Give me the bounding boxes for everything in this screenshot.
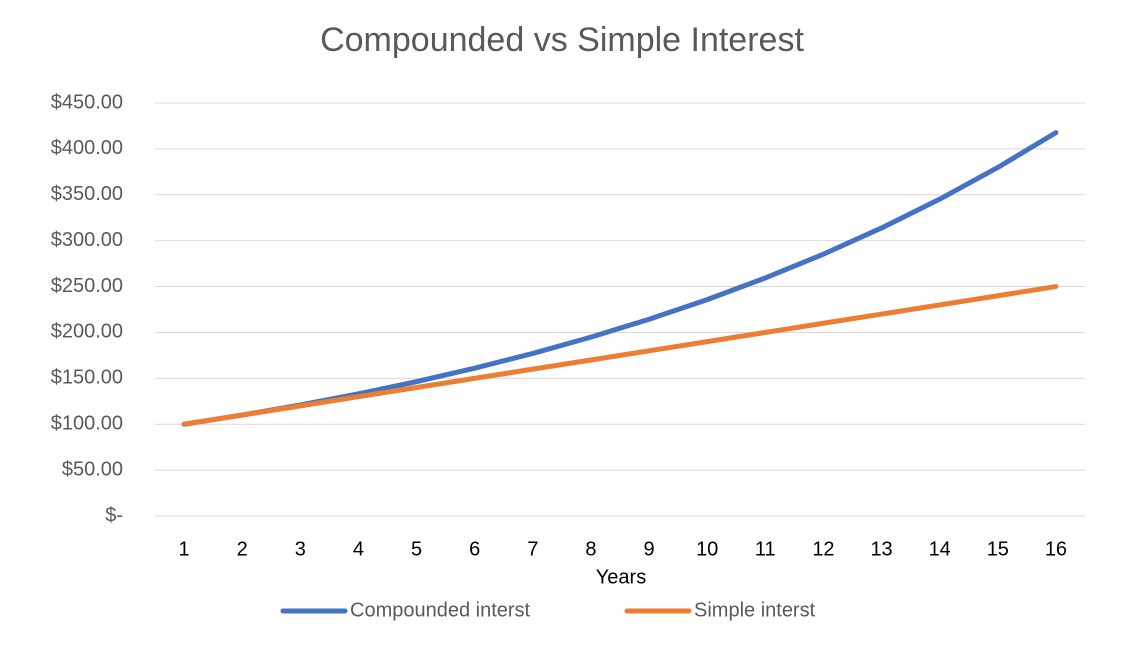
y-tick-label: $450.00 [51, 91, 123, 113]
y-tick-label: $- [105, 504, 123, 526]
x-tick-label: 14 [929, 538, 951, 560]
y-tick-label: $400.00 [51, 137, 123, 159]
x-tick-label: 15 [987, 538, 1009, 560]
x-tick-label: 2 [237, 538, 248, 560]
x-tick-label: 5 [411, 538, 422, 560]
legend-label: Simple interst [694, 599, 816, 621]
x-tick-label: 10 [696, 538, 718, 560]
y-tick-label: $350.00 [51, 183, 123, 205]
x-tick-label: 11 [755, 538, 776, 560]
x-tick-label: 1 [179, 538, 190, 560]
x-tick-label: 13 [870, 538, 892, 560]
y-tick-label: $250.00 [51, 275, 123, 297]
legend-label: Compounded interst [350, 599, 531, 621]
y-tick-label: $300.00 [51, 229, 123, 251]
series-line [181, 284, 1059, 427]
y-tick-label: $50.00 [62, 458, 123, 480]
x-tick-label: 16 [1045, 538, 1067, 560]
x-tick-label: 8 [585, 538, 596, 560]
series-line [181, 130, 1059, 427]
x-tick-label: 7 [527, 538, 538, 560]
y-tick-label: $100.00 [51, 413, 123, 435]
y-tick-label: $150.00 [51, 367, 123, 389]
y-tick-label: $200.00 [51, 321, 123, 343]
x-tick-label: 4 [353, 538, 364, 560]
x-axis-label: Years [596, 566, 646, 588]
x-tick-label: 3 [295, 538, 306, 560]
x-tick-label: 9 [644, 538, 655, 560]
x-tick-label: 12 [812, 538, 834, 560]
x-tick-label: 6 [469, 538, 480, 560]
chart-title: Compounded vs Simple Interest [320, 21, 804, 59]
